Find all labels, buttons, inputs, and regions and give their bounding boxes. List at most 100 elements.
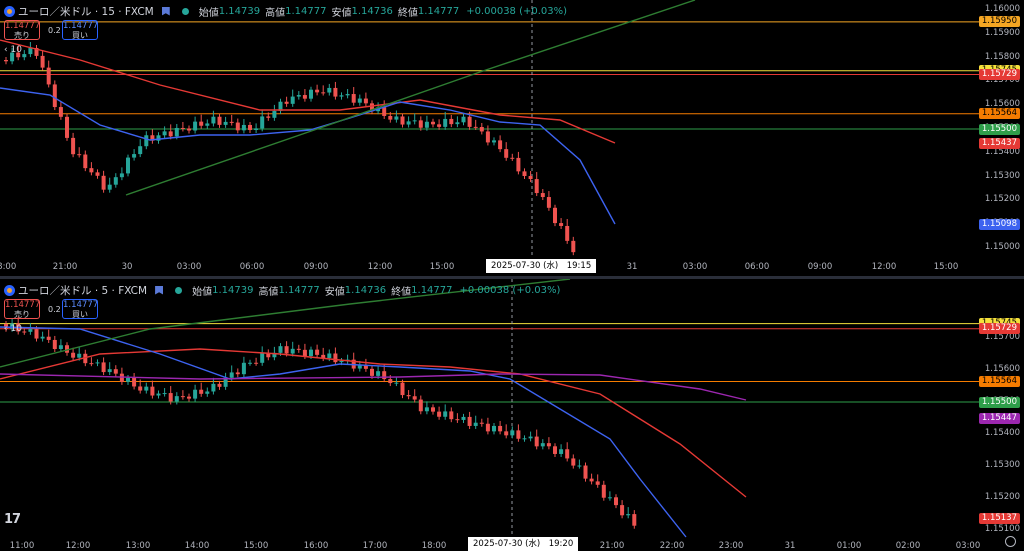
- bookmark-flag-icon[interactable]: [161, 6, 170, 16]
- candle: [168, 393, 173, 402]
- price-axis-label: 1.15437: [978, 138, 1020, 150]
- price-tick-label: 1.15000: [984, 242, 1020, 252]
- candle: [113, 369, 118, 374]
- candle: [83, 154, 88, 169]
- moving-average-red[interactable]: [0, 39, 616, 144]
- candle: [193, 389, 198, 399]
- candle: [290, 96, 295, 104]
- change-value: +0.00038 (+0.03%): [459, 284, 561, 296]
- sell-button[interactable]: 1.14777 売り: [4, 20, 41, 40]
- candle: [119, 173, 124, 178]
- candle: [498, 140, 503, 150]
- candle: [315, 89, 320, 93]
- candle: [187, 128, 191, 131]
- low-key: 安値: [331, 7, 352, 19]
- candle: [266, 353, 271, 358]
- high-key: 高値: [265, 7, 286, 19]
- candle: [583, 465, 588, 479]
- candle: [101, 175, 106, 190]
- open-key: 始値: [192, 286, 213, 298]
- candle: [40, 55, 45, 68]
- candle: [504, 149, 509, 158]
- candle: [162, 131, 167, 136]
- symbol-title[interactable]: ユーロ／米ドル · 15 · FXCM: [18, 5, 154, 18]
- candle: [516, 430, 521, 439]
- candle: [211, 383, 216, 392]
- moving-average-blue[interactable]: [0, 87, 616, 225]
- candle: [528, 436, 533, 439]
- candle: [601, 484, 606, 498]
- candle: [46, 336, 51, 340]
- candle: [187, 396, 191, 399]
- time-tick-label: 12:00: [65, 541, 91, 551]
- quantity-control[interactable]: ‹ 10: [4, 45, 22, 55]
- time-tick-label: 12:00: [367, 262, 393, 272]
- candle: [553, 207, 557, 224]
- time-tick-label: 31: [784, 541, 796, 551]
- price-tick-label: 1.15600: [984, 99, 1020, 110]
- candle: [510, 430, 515, 436]
- sell-button[interactable]: 1.14777 売り: [4, 299, 41, 319]
- candle: [559, 449, 564, 454]
- candle: [412, 120, 417, 122]
- candle: [211, 116, 216, 124]
- candle: [327, 353, 332, 359]
- quantity-value: 10: [10, 324, 22, 334]
- moving-average-blue[interactable]: [0, 326, 687, 538]
- time-tick-label: 06:00: [239, 262, 265, 272]
- time-tick-label: 03:00: [682, 262, 708, 272]
- price-tick-label: 1.15200: [984, 492, 1020, 502]
- legend-5min: ユーロ／米ドル · 5 · FXCM 始値 1.14739 高値 1.14777 安…: [4, 283, 561, 298]
- buy-button[interactable]: 1.14777 買い: [62, 299, 99, 319]
- candle: [296, 348, 301, 350]
- time-tick-label: 06:00: [744, 262, 770, 272]
- candle: [46, 67, 51, 85]
- candle: [388, 115, 393, 120]
- quantity-control[interactable]: ‹ 10: [4, 324, 22, 334]
- candle: [504, 431, 509, 436]
- low-value: 1.14736: [344, 284, 387, 296]
- candle: [205, 391, 210, 394]
- candle: [595, 481, 600, 485]
- bookmark-flag-icon[interactable]: [155, 285, 164, 295]
- candle: [241, 124, 246, 131]
- buy-button[interactable]: 1.14777 買い: [62, 20, 99, 40]
- candle: [10, 323, 15, 329]
- tradingview-logo-icon[interactable]: 17: [4, 512, 21, 527]
- price-axis-label: 1.15098: [978, 219, 1020, 231]
- candle: [449, 118, 454, 125]
- candle: [620, 505, 625, 516]
- candle: [174, 396, 179, 402]
- candle: [418, 120, 423, 128]
- chart-canvas-5min[interactable]: [0, 279, 1024, 551]
- candle: [382, 371, 387, 380]
- quantity-value: 10: [10, 45, 22, 55]
- pane-separator[interactable]: [0, 276, 1024, 279]
- candle: [150, 386, 155, 396]
- chart-pane-5min[interactable]: ユーロ／米ドル · 5 · FXCM 始値 1.14739 高値 1.14777 安…: [0, 279, 1024, 551]
- candle: [260, 116, 265, 129]
- trend-line[interactable]: [125, 0, 696, 196]
- trend-line[interactable]: [0, 279, 571, 368]
- symbol-title[interactable]: ユーロ／米ドル · 5 · FXCM: [18, 284, 148, 297]
- candle: [193, 121, 198, 131]
- candle: [424, 121, 429, 128]
- candle: [58, 107, 63, 117]
- price-tick-label: 1.15300: [984, 460, 1020, 470]
- crosshair-time-label: 2025-07-30 (水) 19:15: [486, 259, 597, 273]
- candle: [534, 436, 539, 447]
- candle: [58, 345, 63, 349]
- candle: [144, 135, 149, 147]
- chart-canvas-15min[interactable]: [0, 0, 1024, 276]
- candle: [437, 411, 442, 417]
- moving-average-purple[interactable]: [0, 373, 747, 401]
- trade-buttons-5min: 1.14777 売り 0.2 1.14777 買い: [4, 299, 98, 319]
- gear-icon[interactable]: [1005, 536, 1016, 547]
- candle: [28, 329, 33, 332]
- candle: [443, 118, 448, 127]
- candle: [339, 360, 344, 363]
- candle: [589, 478, 594, 482]
- candle: [388, 379, 393, 384]
- candle: [321, 354, 326, 359]
- chart-pane-15min[interactable]: ユーロ／米ドル · 15 · FXCM 始値 1.14739 高値 1.14777 …: [0, 0, 1024, 276]
